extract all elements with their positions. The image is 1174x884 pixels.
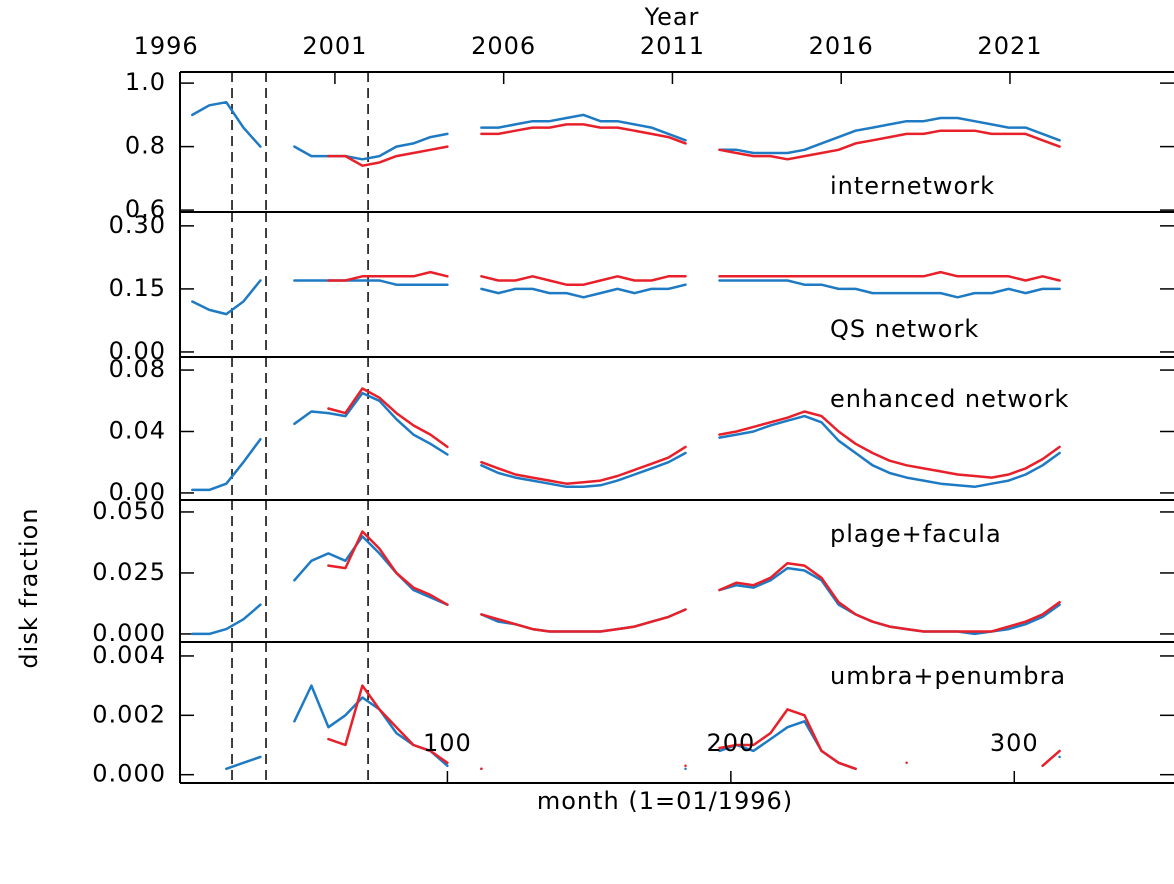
x2-axis-label: Year: [644, 3, 700, 31]
x-tick-label: 200: [706, 729, 755, 757]
x2-tick-label: 2021: [977, 32, 1042, 60]
data-line: [327, 530, 1061, 633]
y-tick-label: 0.04: [109, 416, 166, 444]
y-tick-label: 0.8: [125, 132, 166, 160]
panel-label: umbra+penumbra: [830, 662, 1066, 690]
x2-tick-label: 2016: [809, 32, 874, 60]
y-tick-label: 0.6: [125, 195, 166, 223]
y-tick-label: 1.0: [125, 68, 166, 96]
x2-tick-label: 2006: [471, 32, 536, 60]
y-tick-label: 0.004: [92, 641, 166, 669]
data-line: [327, 270, 1061, 286]
data-line: [191, 100, 1061, 161]
data-line: [327, 123, 1061, 167]
y-tick-label: 0.15: [109, 274, 166, 302]
x-tick-label: 300: [990, 729, 1039, 757]
data-line: [191, 391, 1061, 492]
y-tick-label: 0.00: [109, 337, 166, 365]
y-tick-label: 0.30: [109, 211, 166, 239]
panel-label: plage+facula: [830, 520, 1002, 548]
x2-tick-label: 1996: [134, 32, 199, 60]
y-tick-label: 0.08: [109, 355, 166, 383]
panel-label: internetwork: [830, 172, 995, 200]
y-tick-label: 0.050: [92, 497, 166, 525]
data-line: [191, 535, 1061, 636]
y-tick-label: 0.025: [92, 558, 166, 586]
data-line: [327, 387, 1061, 485]
y-tick-label: 0.002: [92, 700, 166, 728]
y-tick-label: 0.000: [92, 760, 166, 788]
panel-label: QS network: [830, 315, 979, 343]
x2-tick-label: 2011: [640, 32, 705, 60]
y-tick-label: 0.00: [109, 478, 166, 506]
y-tick-label: 0.000: [92, 619, 166, 647]
x-axis-label: month (1=01/1996): [537, 787, 793, 815]
data-line: [191, 279, 1061, 316]
x2-tick-label: 2001: [302, 32, 367, 60]
panel-label: enhanced network: [830, 385, 1069, 413]
data-line: [327, 684, 1061, 771]
x-tick-label: 100: [423, 729, 472, 757]
y-axis-label: disk fraction: [15, 507, 43, 668]
